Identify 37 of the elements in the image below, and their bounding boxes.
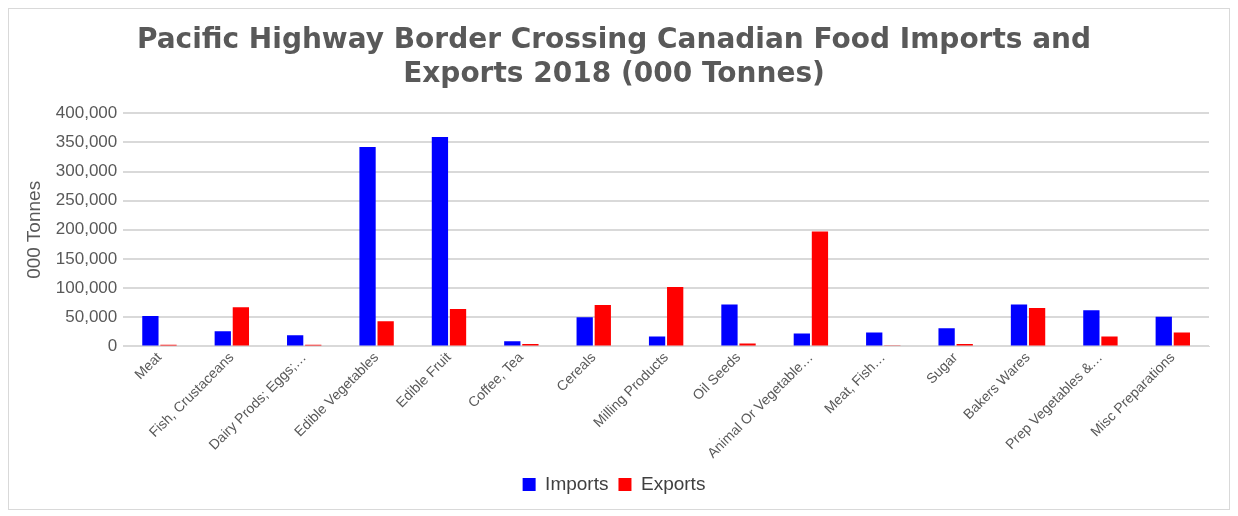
bar (1173, 332, 1190, 346)
y-tick-label: 350,000 (55, 132, 118, 152)
y-tick-label: 250,000 (55, 190, 118, 210)
bar (1083, 310, 1100, 346)
bar (142, 316, 159, 346)
y-tick-label: 150,000 (55, 248, 118, 268)
y-tick-label: 300,000 (55, 161, 118, 181)
bar (214, 331, 231, 346)
bar (576, 317, 593, 346)
bar (377, 321, 394, 346)
bar (232, 307, 250, 346)
y-axis-title: 000 Tonnes (22, 180, 44, 279)
bar (449, 309, 467, 346)
legend-label: Exports (640, 472, 706, 494)
bar (793, 333, 810, 346)
bar (721, 304, 738, 346)
y-tick-label: 100,000 (55, 277, 118, 297)
bar (1155, 316, 1172, 346)
y-tick-label: 400,000 (55, 102, 118, 122)
bar (287, 335, 304, 346)
legend-label: Imports (545, 472, 609, 494)
y-tick-label: 200,000 (55, 219, 118, 239)
bar (431, 137, 449, 346)
bar (811, 231, 829, 346)
bar (359, 147, 376, 346)
bar (938, 328, 955, 346)
y-tick-label: 0 (107, 336, 118, 356)
y-tick-label: 50,000 (65, 306, 118, 326)
bar (594, 305, 611, 346)
bar (1028, 307, 1046, 346)
bar (1010, 304, 1028, 346)
bar (1101, 336, 1118, 346)
bar (667, 286, 684, 346)
text: Pacific Highway Border Crossing Canadian Food Imports and (136, 22, 1092, 56)
bar (504, 341, 521, 346)
text: Exports 2018 (000 Tonnes) (403, 55, 825, 89)
bar (866, 332, 883, 346)
